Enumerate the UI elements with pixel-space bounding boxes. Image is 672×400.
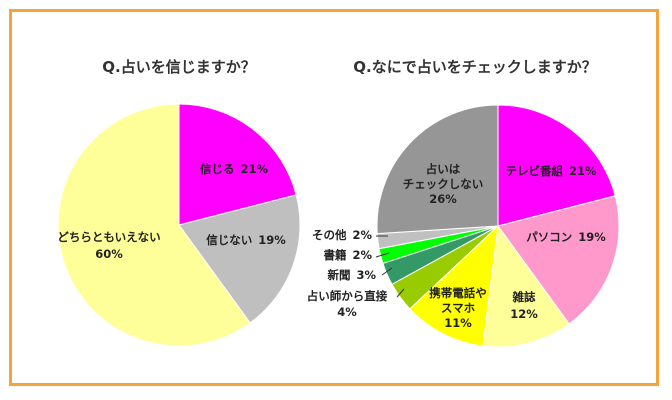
belief-slice-0 [178, 103, 297, 226]
slice-labels-belief: 信じる 21% 信じない 19% どちらともいえない 60% [57, 162, 286, 261]
check-method-slice-2 [482, 224, 570, 348]
belief-slice-2 [57, 103, 251, 347]
leader-line-newspaper [381, 267, 393, 276]
slice-label-fortune-teller: 占い師から直接 [307, 289, 388, 303]
pie-slices-belief [57, 103, 301, 347]
slice-label-mobile: 携帯電話や [429, 286, 487, 300]
slice-label-no-check: 占いは [426, 162, 461, 176]
slice-label-tv: テレビ番組 21% [505, 164, 597, 178]
slice-label-neither: どちらともいえない [57, 230, 160, 244]
slice-value-no-check: 26% [429, 192, 457, 206]
slice-labels-check-method: テレビ番組 21% パソコン 19% 雑誌 12% 携帯電話や スマホ 11% 占い… [307, 162, 606, 330]
slice-label-mobile-line2: スマホ [441, 301, 476, 315]
slice-label-no-check-line2: チェックしない [403, 177, 484, 191]
pie-chart-check-method: Q.なにで占いをチェックしますか？ テレビ番組 21% パソコン 19% 雑誌 12… [307, 58, 620, 348]
slice-label-magazine: 雑誌 [512, 290, 536, 304]
slice-value-mobile: 11% [444, 316, 472, 330]
check-method-slice-0 [497, 104, 616, 227]
slice-value-fortune-teller: 4% [337, 305, 357, 319]
check-method-slice-8 [376, 104, 499, 235]
leader-lines-check-method [375, 235, 405, 298]
pie-slices-check-method [376, 104, 620, 348]
slice-label-not-believe: 信じない 19% [206, 233, 286, 247]
pie-chart-belief: Q.占いを信じますか？ 信じる 21% 信じない 19% どちらともいえない 60% [57, 58, 301, 347]
slice-value-neither: 60% [95, 247, 123, 261]
slice-label-believe: 信じる 21% [200, 162, 269, 176]
slice-label-books: 書籍 2% [323, 248, 372, 262]
belief-slice-1 [178, 194, 301, 324]
check-method-slice-3 [409, 224, 499, 347]
leader-line-books [375, 252, 390, 258]
leader-line-fortune-teller [396, 288, 405, 298]
slice-label-pc: パソコン 19% [526, 230, 606, 244]
chart-title-check-method: Q.なにで占いをチェックしますか？ [353, 58, 596, 76]
slice-label-other: その他 2% [312, 228, 373, 242]
chart-title-belief: Q.占いを信じますか？ [102, 58, 255, 76]
slice-label-newspaper: 新聞 3% [327, 268, 376, 282]
slice-value-magazine: 12% [510, 307, 538, 321]
check-method-slice-1 [497, 195, 620, 325]
